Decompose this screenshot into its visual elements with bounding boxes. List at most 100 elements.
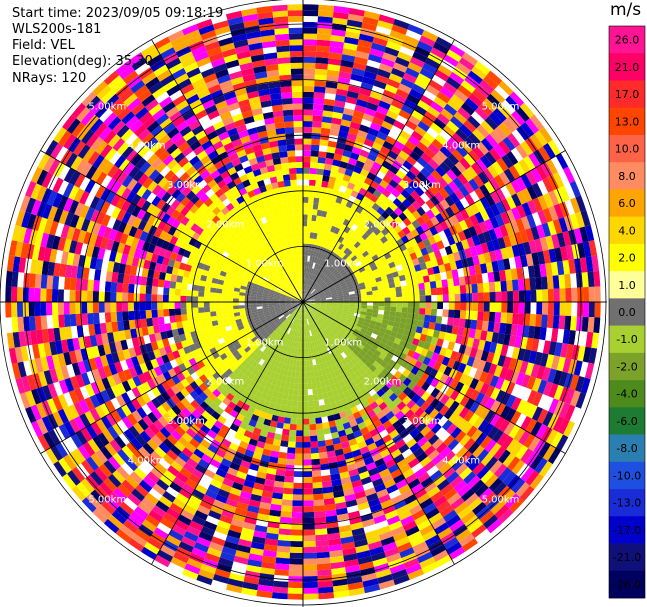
range-gate — [542, 445, 556, 461]
range-gate — [211, 277, 219, 284]
range-gate — [303, 86, 315, 93]
range-gate — [303, 278, 306, 285]
range-gate — [372, 37, 388, 47]
range-gate — [340, 231, 348, 239]
range-gate — [559, 402, 570, 419]
range-gate — [442, 81, 458, 95]
range-gate — [361, 337, 369, 344]
range-gate — [319, 294, 326, 298]
range-gate — [360, 270, 367, 276]
range-gate — [467, 475, 481, 489]
range-gate — [380, 499, 394, 510]
range-gate — [201, 410, 212, 420]
range-gate — [201, 453, 213, 464]
range-gate — [142, 458, 155, 472]
range-gate — [225, 360, 234, 369]
range-gate — [303, 103, 314, 110]
range-gate — [280, 511, 292, 518]
range-gate — [397, 327, 405, 335]
range-gate — [331, 308, 338, 312]
range-gate — [285, 405, 292, 413]
range-gate — [266, 317, 273, 323]
range-gate — [268, 329, 275, 335]
range-gate — [303, 576, 318, 583]
range-gate — [338, 236, 345, 244]
range-gate — [218, 401, 228, 411]
range-gate — [212, 324, 220, 331]
range-gate — [137, 418, 149, 431]
range-gate — [181, 432, 193, 443]
range-gate — [166, 408, 178, 420]
range-gate — [493, 415, 506, 430]
range-gate — [289, 322, 294, 329]
range-gate — [502, 453, 516, 468]
range-gate — [209, 297, 216, 302]
range-gate — [364, 65, 379, 75]
range-gate — [332, 319, 339, 325]
range-gate — [369, 48, 385, 58]
range-gate — [307, 305, 313, 310]
range-gate — [300, 307, 302, 314]
range-gate — [434, 69, 450, 82]
range-gate — [348, 252, 356, 259]
range-gate — [506, 114, 521, 130]
range-gate — [171, 375, 181, 385]
range-gate — [216, 283, 224, 290]
range-gate — [571, 243, 580, 260]
range-gate — [369, 346, 377, 354]
range-gate — [404, 273, 412, 281]
range-gate — [195, 484, 208, 495]
range-gate — [323, 492, 334, 500]
range-gate — [322, 276, 328, 282]
range-gate — [296, 430, 303, 437]
range-gate — [11, 302, 18, 318]
range-gate — [477, 339, 486, 351]
range-gate — [425, 199, 436, 210]
range-gate — [43, 370, 54, 385]
range-gate — [389, 220, 399, 229]
range-gate — [305, 307, 308, 313]
range-gate — [136, 354, 145, 365]
range-gate — [308, 303, 315, 305]
range-gate — [546, 275, 554, 290]
range-gate — [147, 350, 156, 361]
range-gate — [298, 325, 301, 331]
range-gate — [417, 73, 432, 85]
range-gate — [186, 366, 196, 376]
range-gate — [272, 486, 284, 494]
range-gate — [232, 375, 241, 384]
range-gate — [46, 288, 53, 302]
range-gate — [528, 152, 541, 168]
range-gate — [104, 442, 117, 457]
range-gate — [101, 259, 109, 271]
range-gate — [374, 483, 387, 493]
range-gate — [525, 337, 534, 351]
range-gate — [421, 391, 431, 402]
range-gate — [315, 534, 328, 541]
range-gate — [153, 245, 162, 256]
range-gate — [41, 416, 54, 432]
range-gate — [336, 387, 344, 395]
range-gate — [237, 387, 246, 395]
range-gate — [356, 334, 364, 341]
range-gate — [552, 315, 560, 329]
range-gate — [393, 370, 403, 380]
range-gate — [303, 33, 318, 40]
range-gate — [545, 354, 555, 369]
range-gate — [215, 306, 222, 312]
range-gate — [448, 546, 466, 560]
range-gate — [303, 138, 312, 145]
range-gate — [398, 150, 410, 161]
range-gate — [163, 512, 178, 525]
range-gate — [100, 500, 116, 515]
range-gate — [346, 90, 359, 99]
range-gate — [571, 344, 580, 361]
range-gate — [306, 312, 310, 319]
range-gate — [387, 193, 397, 203]
range-gate — [312, 388, 318, 395]
range-gate — [401, 262, 409, 270]
range-gate — [328, 396, 336, 404]
range-gate — [275, 291, 282, 295]
range-gate — [213, 397, 223, 407]
range-gate — [341, 113, 353, 122]
